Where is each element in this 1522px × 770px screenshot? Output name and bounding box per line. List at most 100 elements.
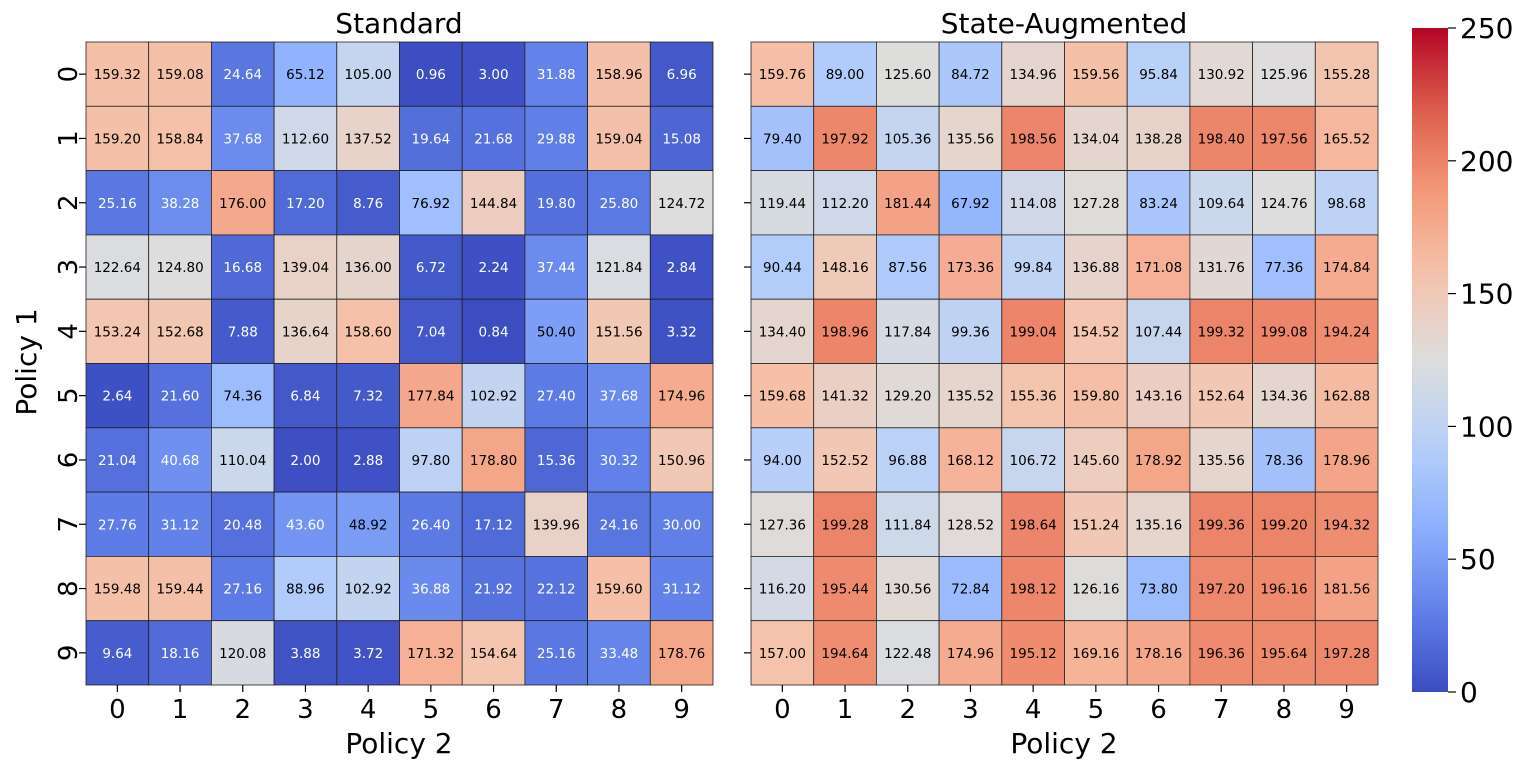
heatmap-cell: [148, 556, 212, 622]
heatmap-cell-label: 196.16: [1260, 582, 1307, 598]
heatmap-cell-label: 124.72: [658, 196, 705, 212]
heatmap-cell: [938, 234, 1003, 300]
heatmap-state-augmented-x-ticks: 0 1 2 3 4 5 6 7 8 9: [774, 685, 1355, 725]
heatmap-standard-cells: 159.32 159.08 24.64 65.12 105.00 0.96 3.00 31.8…: [85, 41, 714, 686]
heatmap-cell-label: 199.04: [1010, 324, 1057, 340]
heatmap-cell: [649, 620, 714, 686]
heatmap-cell-label: 65.12: [286, 67, 325, 83]
colorbar-tick-label: 150: [1460, 278, 1513, 311]
heatmap-cell-label: 159.76: [759, 67, 806, 83]
heatmap-cell-label: 109.64: [1198, 196, 1245, 212]
x-tick-label: 3: [962, 695, 979, 725]
heatmap-cell-label: 122.64: [94, 260, 141, 276]
heatmap-cell-label: 37.68: [600, 389, 639, 405]
heatmap-cell: [1314, 105, 1379, 172]
heatmap-cell-label: 18.16: [161, 646, 200, 662]
x-tick-label: 2: [899, 695, 916, 725]
heatmap-cell: [1314, 298, 1379, 364]
heatmap-cell-label: 6.96: [667, 67, 697, 83]
heatmap-cell-label: 3.88: [290, 646, 320, 662]
heatmap-cell: [399, 298, 463, 364]
heatmap-cell-label: 26.40: [412, 517, 451, 533]
heatmap-cell-label: 152.52: [821, 453, 868, 469]
heatmap-cell-label: 198.64: [1010, 517, 1057, 533]
heatmap-cell: [587, 105, 651, 172]
heatmap-cell-label: 90.44: [763, 260, 802, 276]
heatmap-cell-label: 198.12: [1010, 582, 1057, 598]
y-tick-label: 8: [54, 580, 84, 597]
heatmap-cell-label: 102.92: [470, 389, 517, 405]
heatmap-cell-label: 178.76: [658, 646, 705, 662]
heatmap-cell-label: 197.28: [1323, 646, 1370, 662]
heatmap-cell-label: 83.24: [1139, 196, 1178, 212]
heatmap-cell: [649, 41, 714, 107]
heatmap-cell: [273, 363, 338, 429]
heatmap-cell-label: 8.76: [353, 196, 383, 212]
heatmap-cell-label: 178.80: [470, 453, 517, 469]
heatmap-cell: [938, 491, 1003, 557]
heatmap-cell: [85, 363, 150, 429]
heatmap-cell: [1126, 105, 1191, 172]
heatmap-cell-label: 2.84: [667, 260, 697, 276]
heatmap-cell: [336, 234, 400, 300]
heatmap-cell-label: 128.52: [947, 517, 994, 533]
heatmap-cell: [1189, 427, 1254, 493]
colorbar-tick-label: 50: [1460, 543, 1496, 576]
heatmap-cell-label: 125.96: [1260, 67, 1307, 83]
y-tick-label: 9: [54, 645, 84, 662]
heatmap-cell-label: 159.04: [595, 131, 642, 147]
heatmap-cell: [876, 170, 940, 236]
heatmap-cell-label: 3.32: [667, 324, 697, 340]
y-tick-label: 2: [54, 194, 84, 211]
heatmap-cell-label: 2.64: [102, 389, 132, 405]
heatmap-cell: [876, 427, 940, 493]
heatmap-cell-label: 195.12: [1010, 646, 1057, 662]
heatmap-cell-label: 97.80: [412, 453, 451, 469]
heatmap-cell-label: 24.64: [223, 67, 262, 83]
heatmap-cell-label: 134.96: [1010, 67, 1057, 83]
heatmap-cell: [336, 41, 400, 107]
heatmap-cell-label: 21.92: [474, 582, 513, 598]
heatmap-cell-label: 158.84: [156, 131, 203, 147]
heatmap-cell: [1001, 234, 1065, 300]
heatmap-standard-y-ticks: 0 1 2 3 4 5 6 7 8 9: [54, 66, 86, 661]
heatmap-cell: [148, 105, 212, 172]
heatmap-cell-label: 72.84: [951, 582, 990, 598]
heatmap-cell: [273, 556, 338, 622]
heatmap-cell-label: 139.04: [282, 260, 329, 276]
heatmap-cell: [148, 41, 212, 107]
heatmap-cell-label: 159.20: [94, 131, 141, 147]
heatmap-cell: [273, 620, 338, 686]
heatmap-cell: [1126, 363, 1191, 429]
heatmap-cell-label: 48.92: [349, 517, 388, 533]
heatmap-cell: [876, 234, 940, 300]
heatmap-cell-label: 114.08: [1010, 196, 1057, 212]
heatmap-cell-label: 3.00: [479, 67, 509, 83]
heatmap-cell-label: 135.56: [1198, 453, 1245, 469]
heatmap-cell: [148, 170, 212, 236]
heatmap-cell-label: 122.48: [884, 646, 931, 662]
heatmap-cell: [1064, 170, 1128, 236]
heatmap-cell-label: 98.68: [1327, 196, 1366, 212]
heatmap-cell: [813, 363, 877, 429]
heatmap-cell: [1126, 298, 1191, 364]
x-tick-label: 5: [1088, 695, 1105, 725]
heatmap-cell-label: 31.88: [537, 67, 576, 83]
heatmap-cell-label: 159.44: [156, 582, 203, 598]
heatmap-cell-label: 178.16: [1135, 646, 1182, 662]
heatmap-cell: [399, 491, 463, 557]
heatmap-cell: [938, 556, 1003, 622]
heatmap-cell: [399, 41, 463, 107]
x-tick-label: 4: [1025, 695, 1042, 725]
heatmap-cell-label: 105.36: [884, 131, 931, 147]
colorbar-tick-label: 200: [1460, 145, 1513, 178]
x-tick-label: 6: [485, 695, 502, 725]
heatmap-state-augmented-xlabel: Policy 2: [1010, 727, 1117, 760]
heatmap-cell: [524, 427, 589, 493]
heatmap-cell-label: 134.40: [759, 324, 806, 340]
heatmap-cell: [1189, 363, 1254, 429]
heatmap-cell-label: 159.56: [1072, 67, 1119, 83]
heatmap-cell: [1252, 234, 1316, 300]
heatmap-cell-label: 148.16: [821, 260, 868, 276]
heatmap-cell-label: 27.76: [98, 517, 137, 533]
